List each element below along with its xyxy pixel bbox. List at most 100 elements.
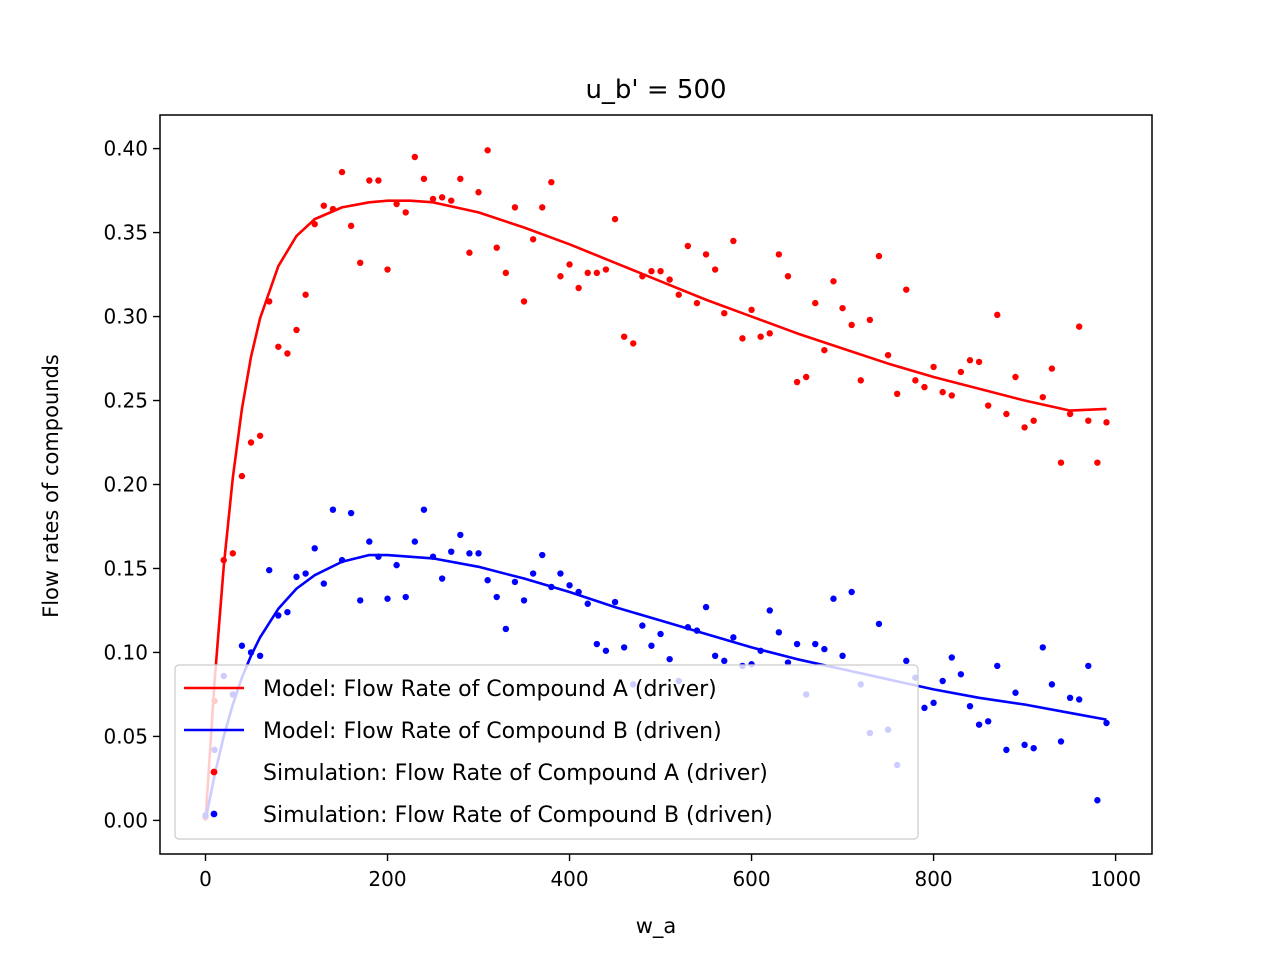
data-point xyxy=(329,506,337,513)
y-tick-label: 0.40 xyxy=(103,137,148,161)
data-point xyxy=(611,215,619,223)
data-point xyxy=(639,622,646,629)
data-point xyxy=(375,553,382,560)
data-point xyxy=(930,363,937,371)
ticks-layer: 0 200 400 600 800 1000 0.00 0.05 0.10 0.15 0.20 0.2… xyxy=(103,137,1141,891)
data-point xyxy=(238,642,246,649)
data-point xyxy=(930,699,937,707)
data-point xyxy=(275,612,282,619)
data-point xyxy=(293,573,300,581)
data-point xyxy=(448,548,455,555)
data-point xyxy=(329,205,337,213)
legend-label: Model: Flow Rate of Compound B (driven) xyxy=(263,719,722,744)
data-point xyxy=(802,373,810,381)
data-point xyxy=(830,595,837,602)
data-point xyxy=(693,299,701,307)
data-point xyxy=(1030,417,1037,424)
legend-item: Simulation: Flow Rate of Compound B (dri… xyxy=(210,803,773,828)
data-point xyxy=(302,570,309,577)
data-point xyxy=(848,321,855,329)
chart-title: u_b' = 500 xyxy=(585,75,726,105)
data-point xyxy=(266,298,273,305)
data-point xyxy=(420,175,428,183)
data-point xyxy=(1075,323,1083,330)
data-point xyxy=(957,368,965,376)
data-point xyxy=(620,644,628,651)
data-point xyxy=(657,268,664,275)
data-point xyxy=(575,588,582,596)
data-point xyxy=(784,659,792,666)
data-point xyxy=(511,578,519,586)
data-point xyxy=(411,153,419,161)
data-point xyxy=(693,627,701,634)
data-point xyxy=(994,662,1001,670)
data-point xyxy=(366,538,373,545)
data-point xyxy=(766,330,773,337)
data-point xyxy=(784,273,792,280)
data-point xyxy=(266,566,273,574)
data-point xyxy=(584,600,591,607)
data-point xyxy=(966,357,974,364)
data-point xyxy=(338,556,346,564)
legend-label: Simulation: Flow Rate of Compound B (dri… xyxy=(263,803,773,828)
data-point xyxy=(766,607,773,614)
data-point xyxy=(220,556,227,564)
data-point xyxy=(848,588,855,596)
x-tick-label: 800 xyxy=(914,867,952,891)
data-point xyxy=(466,249,473,256)
data-point xyxy=(457,175,464,183)
data-point xyxy=(457,531,464,539)
data-point xyxy=(821,346,828,354)
data-point xyxy=(502,269,510,277)
data-point xyxy=(921,383,928,391)
data-point xyxy=(866,316,874,324)
data-point xyxy=(648,642,655,649)
data-point xyxy=(975,721,983,728)
data-point xyxy=(666,276,673,283)
data-point xyxy=(884,351,892,359)
data-point xyxy=(1039,644,1046,651)
data-point xyxy=(1103,419,1110,426)
data-point xyxy=(1057,459,1065,466)
data-point xyxy=(593,640,601,648)
series-line-0 xyxy=(204,199,1107,821)
data-point xyxy=(584,269,591,277)
data-point xyxy=(357,259,364,266)
data-point xyxy=(438,194,446,201)
data-point xyxy=(593,269,601,277)
data-point xyxy=(484,577,491,584)
data-point xyxy=(721,657,728,665)
data-point xyxy=(975,358,983,366)
data-point xyxy=(711,266,719,273)
data-point xyxy=(721,309,728,317)
data-point xyxy=(557,273,564,280)
data-point xyxy=(957,671,965,678)
data-point xyxy=(684,242,692,250)
data-point xyxy=(666,655,673,663)
data-point xyxy=(775,251,783,258)
data-point xyxy=(730,634,737,641)
data-point xyxy=(393,561,400,569)
data-point xyxy=(384,266,391,273)
data-point xyxy=(793,640,801,648)
data-point xyxy=(229,550,237,557)
x-tick-label: 1000 xyxy=(1090,867,1141,891)
data-point xyxy=(839,304,846,312)
data-point xyxy=(1048,681,1056,688)
data-point xyxy=(493,244,500,251)
data-point xyxy=(448,197,455,204)
data-point xyxy=(1003,746,1010,754)
data-point xyxy=(284,608,291,616)
y-tick-label: 0.10 xyxy=(103,640,148,664)
data-point xyxy=(984,718,992,725)
data-point xyxy=(1094,459,1101,466)
data-point xyxy=(575,284,582,292)
data-point xyxy=(903,286,910,293)
data-point xyxy=(529,236,537,243)
data-point xyxy=(775,629,783,636)
data-point xyxy=(247,439,255,446)
data-point xyxy=(311,220,318,228)
data-point xyxy=(657,630,664,638)
legend-item: Model: Flow Rate of Compound A (driver) xyxy=(184,677,717,702)
data-point xyxy=(311,545,318,552)
